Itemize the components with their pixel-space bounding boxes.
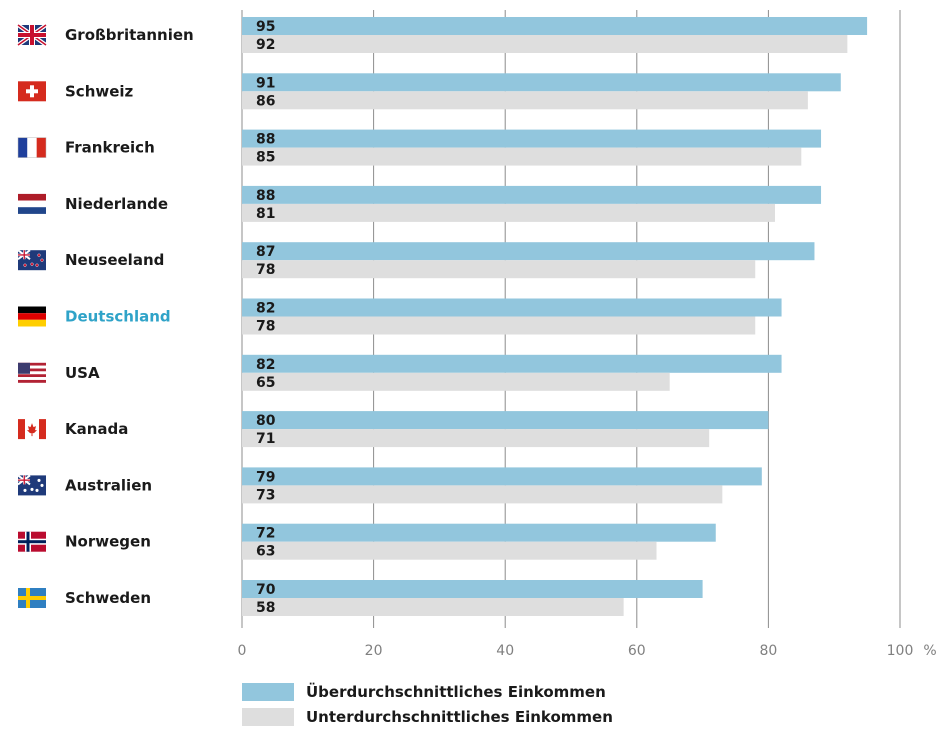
bar-below-average-8 <box>242 485 723 504</box>
legend-label-above-average: Überdurchschnittliches Einkommen <box>306 683 606 701</box>
bar-below-average-7 <box>242 429 710 448</box>
bar-below-average-5 <box>242 316 756 335</box>
bar-above-average-3 <box>242 185 822 204</box>
bar-value-label: 95 <box>256 19 275 35</box>
bar-below-average-9 <box>242 541 657 560</box>
category-label: Kanada <box>65 420 128 438</box>
france-flag-icon <box>17 137 47 158</box>
category-label: Schweiz <box>65 82 134 100</box>
bar-value-label: 72 <box>256 526 275 542</box>
newzealand-flag-icon <box>17 249 46 271</box>
netherlands-flag-icon <box>18 193 46 214</box>
bar-above-average-1 <box>242 73 841 92</box>
bar-value-label: 88 <box>256 188 275 204</box>
bar-above-average-2 <box>242 129 822 148</box>
bar-value-label: 71 <box>256 431 275 447</box>
bar-below-average-6 <box>242 372 670 391</box>
bar-value-label: 86 <box>256 93 275 109</box>
category-label: Neuseeland <box>65 251 164 269</box>
bar-value-label: 65 <box>256 375 275 391</box>
bar-value-labels: 95 92 91 86 88 85 88 81 87 78 82 78 82 65 80 71 79 73 72 63… <box>256 19 276 616</box>
bar-above-average-8 <box>242 467 762 486</box>
category-label: Großbritannien <box>65 26 194 44</box>
bar-value-label: 87 <box>256 244 275 260</box>
bar-below-average-1 <box>242 91 808 110</box>
bar-value-label: 73 <box>256 487 275 503</box>
category-labels: Großbritannien Schweiz Frankreich Niederlan… <box>65 26 194 607</box>
germany-flag-icon <box>18 306 46 327</box>
norway-flag-icon <box>18 531 46 552</box>
category-label: Schweden <box>65 589 151 607</box>
bar-above-average-7 <box>242 411 769 430</box>
bar-above-average-0 <box>242 17 868 35</box>
bar-below-average-4 <box>242 260 756 279</box>
legend-item-below-average: Unterdurchschnittliches Einkommen <box>242 707 613 727</box>
bar-value-label: 92 <box>256 37 275 53</box>
bar-value-label: 63 <box>256 544 275 560</box>
bar-value-label: 82 <box>256 301 275 317</box>
sweden-flag-icon <box>18 588 46 608</box>
bar-value-label: 85 <box>256 150 275 166</box>
x-tick-label: 80 <box>759 643 777 659</box>
category-label: Deutschland <box>65 308 171 326</box>
bar-value-label: 88 <box>256 132 275 148</box>
australia-flag-icon <box>17 474 46 496</box>
legend-label-below-average: Unterdurchschnittliches Einkommen <box>306 708 613 726</box>
bar-value-label: 82 <box>256 357 275 373</box>
category-label: Australien <box>65 476 152 494</box>
bar-value-label: 78 <box>256 319 275 335</box>
bar-value-label: 81 <box>256 206 275 222</box>
bar-above-average-10 <box>242 580 703 598</box>
x-tick-label: 60 <box>628 643 646 659</box>
legend: Überdurchschnittliches Einkommen Unterdu… <box>242 682 613 732</box>
canada-flag-icon <box>18 419 46 440</box>
bar-value-label: 70 <box>256 582 276 598</box>
x-tick-label: 100 <box>887 643 914 659</box>
bar-value-label: 78 <box>256 262 275 278</box>
bar-below-average-10 <box>242 598 624 616</box>
bar-above-average-6 <box>242 354 782 373</box>
x-axis-ticks: 0 20 40 60 80 100% <box>238 643 937 659</box>
x-tick-label: 20 <box>365 643 383 659</box>
bars <box>242 17 868 616</box>
bar-above-average-9 <box>242 523 716 542</box>
bar-below-average-2 <box>242 147 802 166</box>
legend-swatch-above-average <box>242 683 294 701</box>
bar-above-average-4 <box>242 242 815 261</box>
bar-below-average-0 <box>242 35 848 53</box>
bar-value-label: 79 <box>256 469 275 485</box>
category-label: USA <box>65 364 100 382</box>
legend-swatch-below-average <box>242 708 294 726</box>
bar-below-average-3 <box>242 203 775 222</box>
bar-value-label: 91 <box>256 75 275 91</box>
flag-icons <box>16 23 48 608</box>
category-label: Norwegen <box>65 533 151 551</box>
income-bar-chart: 95 92 91 86 88 85 88 81 87 78 82 78 82 65 80 71 79 73 72 63… <box>16 10 937 659</box>
bar-value-label: 58 <box>256 600 275 616</box>
category-label: Frankreich <box>65 139 155 157</box>
bar-above-average-5 <box>242 298 782 317</box>
category-label: Niederlande <box>65 195 168 213</box>
uk-flag-icon <box>16 23 48 47</box>
legend-item-above-average: Überdurchschnittliches Einkommen <box>242 682 613 702</box>
bar-value-label: 80 <box>256 413 276 429</box>
switzerland-flag-icon <box>18 81 46 102</box>
x-tick-label: 0 <box>238 643 247 659</box>
usa-flag-icon <box>18 362 46 383</box>
x-unit-label: % <box>923 643 936 659</box>
x-tick-label: 40 <box>496 643 514 659</box>
